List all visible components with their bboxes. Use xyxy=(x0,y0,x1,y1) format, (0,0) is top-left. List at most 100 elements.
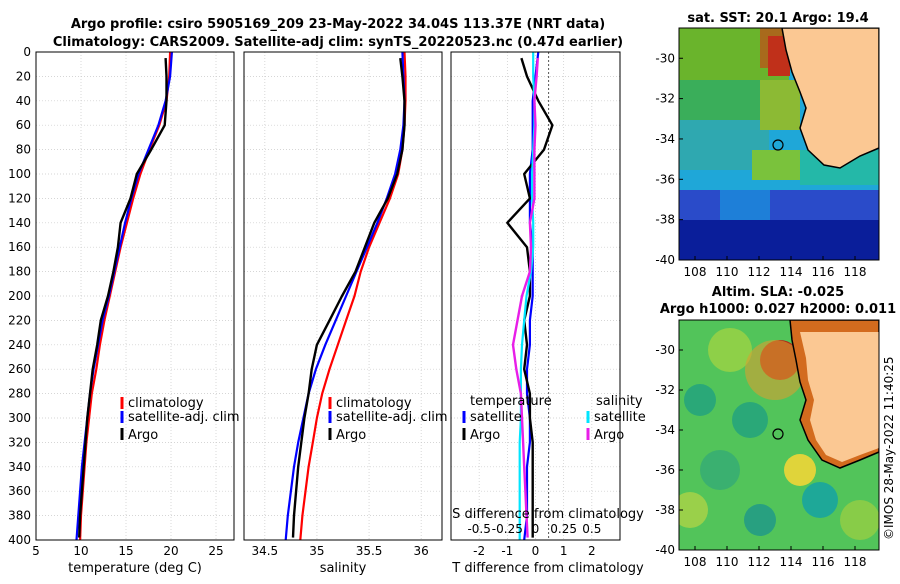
s-diff-tick-label: -0.5 xyxy=(467,522,490,536)
temperature-panel: 0 20 40 60 80 100 120 140 160 180 200 220 240 260 280 3… xyxy=(8,45,240,576)
salinity-panel: 34.5 35 35.5 36 salinity climatology satell… xyxy=(243,51,448,576)
t-difference-xlabel: T difference from climatology xyxy=(451,561,644,576)
series-line-argo xyxy=(291,57,406,538)
depth-tick-label: 200 xyxy=(8,289,31,303)
depth-tick-label: 180 xyxy=(8,265,31,279)
map-lon-label: 114 xyxy=(780,555,803,569)
map-lat-label: -32 xyxy=(655,383,675,397)
difference-legend: temperature satellite Argo salinity sate… xyxy=(462,394,646,443)
x-tick-label: 5 xyxy=(32,544,40,558)
salinity-tick-labels: 34.5 35 35.5 36 xyxy=(251,544,428,558)
depth-tick-label: 0 xyxy=(23,45,31,59)
s-diff-tick-label: 0.25 xyxy=(550,522,577,536)
depth-tick-label: 40 xyxy=(16,94,31,108)
sla-map: Altim. SLA: -0.025 Argo h1000: 0.027 h20… xyxy=(655,285,896,569)
map-lon-label: 110 xyxy=(716,555,739,569)
sla-map-subtitle: Argo h1000: 0.027 h2000: 0.011 xyxy=(660,302,896,317)
difference-panel: -2 -1 0 1 2 -0.5 -0.25 0 0.25 0.5 T difference f… xyxy=(450,51,646,576)
map-lon-label: 108 xyxy=(684,555,707,569)
s-difference-tick-labels: -0.5 -0.25 0 0.25 0.5 xyxy=(467,522,601,536)
x-tick-label: 0 xyxy=(532,544,540,558)
x-tick-label: 2 xyxy=(588,544,596,558)
depth-tick-label: 20 xyxy=(16,69,31,83)
imos-timestamp: ©IMOS 28-May-2022 11:40:25 xyxy=(882,356,896,540)
map-lat-label: -34 xyxy=(655,423,675,437)
x-tick-label: 10 xyxy=(73,544,88,558)
s-diff-tick-label: 0.5 xyxy=(582,522,601,536)
map-lat-label: -38 xyxy=(655,213,675,227)
series-line-satellite-adj-clim xyxy=(284,52,406,540)
s-diff-tick-label: -0.25 xyxy=(492,522,523,536)
sla-map-title: Altim. SLA: -0.025 xyxy=(712,285,844,300)
depth-tick-label: 140 xyxy=(8,216,31,230)
x-tick-label: 15 xyxy=(118,544,133,558)
depth-tick-label: 280 xyxy=(8,387,31,401)
map-lon-label: 108 xyxy=(684,265,707,279)
depth-tick-label: 160 xyxy=(8,240,31,254)
sla-map-ticks: 108 110 112 114 116 118 -30 -32 -34 -36 -38 -40 xyxy=(655,343,866,569)
x-tick-label: -1 xyxy=(501,544,513,558)
series-line-argo xyxy=(78,58,168,538)
depth-tick-label: 320 xyxy=(8,435,31,449)
map-lat-label: -36 xyxy=(655,463,675,477)
series-line-salinity-argo xyxy=(511,58,539,538)
x-tick-label: 36 xyxy=(414,544,429,558)
temperature-legend: climatology satellite-adj. clim Argo xyxy=(120,396,240,443)
depth-tick-label: 300 xyxy=(8,411,31,425)
map-lat-label: -38 xyxy=(655,503,675,517)
depth-tick-label: 80 xyxy=(16,143,31,157)
difference-lines xyxy=(506,52,554,540)
salinity-lines xyxy=(284,52,407,540)
salinity-legend: climatology satellite-adj. clim Argo xyxy=(328,396,448,443)
legend-satellite-label: satellite-adj. clim xyxy=(128,410,240,425)
depth-tick-label: 60 xyxy=(16,118,31,132)
map-lon-label: 110 xyxy=(716,265,739,279)
x-tick-label: 35 xyxy=(309,544,324,558)
x-tick-label: 34.5 xyxy=(251,544,278,558)
x-tick-label: 20 xyxy=(163,544,178,558)
sst-map-ticks: 108 110 112 114 116 118 -30 -32 -34 -36 -38 -40 xyxy=(655,51,866,279)
depth-tick-label: 380 xyxy=(8,509,31,523)
depth-tick-label: 120 xyxy=(8,191,31,205)
series-line-temperature-satellite xyxy=(523,52,540,540)
depth-tick-label: 240 xyxy=(8,338,31,352)
map-lat-label: -30 xyxy=(655,343,675,357)
map-lat-label: -32 xyxy=(655,92,675,106)
map-lat-label: -40 xyxy=(655,253,675,267)
x-tick-label: 1 xyxy=(560,544,568,558)
legend-satellite-label: satellite-adj. clim xyxy=(336,410,448,425)
salinity-xlabel: salinity xyxy=(320,561,367,576)
sla-map-image xyxy=(679,320,879,550)
legend-climatology-label: climatology xyxy=(128,396,204,411)
argo-position-marker xyxy=(772,428,784,440)
depth-tick-label: 400 xyxy=(8,533,31,547)
legend-s-satellite-label: satellite xyxy=(594,410,646,425)
map-lat-label: -34 xyxy=(655,132,675,146)
salinity-grid xyxy=(244,51,442,541)
t-difference-tick-labels: -2 -1 0 1 2 xyxy=(473,544,595,558)
sst-map-title: sat. SST: 20.1 Argo: 19.4 xyxy=(687,11,868,26)
sst-map-image xyxy=(679,28,879,260)
map-lat-label: -40 xyxy=(655,543,675,557)
title-line-1: Argo profile: csiro 5905169_209 23-May-2… xyxy=(71,17,605,32)
depth-tick-label: 260 xyxy=(8,362,31,376)
map-lon-label: 118 xyxy=(844,555,867,569)
map-lat-label: -36 xyxy=(655,172,675,186)
title-line-2: Climatology: CARS2009. Satellite-adj cli… xyxy=(53,35,623,50)
x-tick-label: 35.5 xyxy=(356,544,383,558)
map-lon-label: 114 xyxy=(780,265,803,279)
map-lon-label: 118 xyxy=(844,265,867,279)
temperature-lines xyxy=(75,52,173,540)
temperature-tick-labels: 5 10 15 20 25 xyxy=(32,544,223,558)
map-lon-label: 116 xyxy=(812,555,835,569)
legend-climatology-label: climatology xyxy=(336,396,412,411)
legend-t-argo-label: Argo xyxy=(470,428,500,443)
legend-argo-label: Argo xyxy=(128,428,158,443)
series-line-temperature-argo xyxy=(506,57,554,538)
legend-t-satellite-label: satellite xyxy=(470,410,522,425)
legend-s-argo-label: Argo xyxy=(594,428,624,443)
sst-map: sat. SST: 20.1 Argo: 19.4 108 110 112 114 11… xyxy=(655,11,880,279)
depth-tick-label: 220 xyxy=(8,313,31,327)
legend-argo-label: Argo xyxy=(336,428,366,443)
